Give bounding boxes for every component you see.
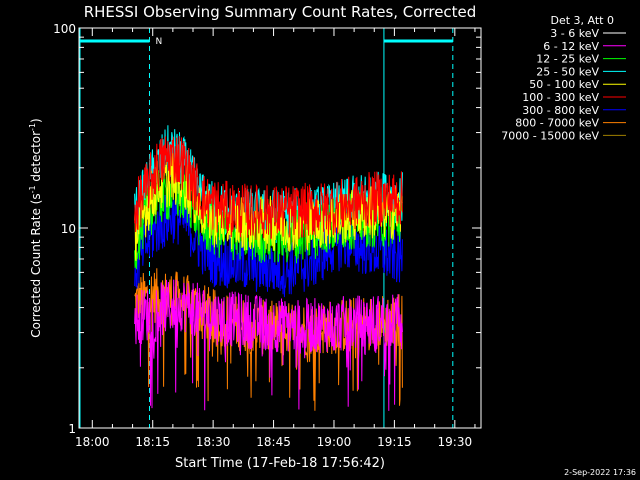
data-layer xyxy=(134,125,403,411)
legend-label: 100 - 300 keV xyxy=(522,91,599,104)
legend-label: 800 - 7000 keV xyxy=(515,117,599,130)
x-axis-label: Start Time (17-Feb-18 17:56:42) xyxy=(175,456,385,471)
series-line xyxy=(134,192,403,298)
night-marker-label: N xyxy=(155,37,162,47)
legend-header: Det 3, Att 0 xyxy=(551,14,615,27)
date-stamp: 2-Sep-2022 17:36 xyxy=(564,468,636,477)
chart-title: RHESSI Observing Summary Count Rates, Co… xyxy=(84,3,477,21)
y-axis-label: Corrected Count Rate (s-1 detector-1) xyxy=(28,118,43,337)
legend-label: 7000 - 15000 keV xyxy=(501,129,599,142)
legend-label: 6 - 12 keV xyxy=(543,40,599,53)
y-tick-label: 100 xyxy=(53,22,76,36)
x-tick-label: 18:30 xyxy=(196,435,231,449)
y-tick-label: 10 xyxy=(61,222,76,236)
y-tick-label: 1 xyxy=(68,422,76,436)
x-axis: 18:00 18:15 18:30 18:45 19:00 19:15 19:30 xyxy=(75,28,476,449)
legend-label: 3 - 6 keV xyxy=(550,27,599,40)
series-line xyxy=(134,135,403,241)
series-line xyxy=(134,279,403,411)
x-tick-label: 18:45 xyxy=(256,435,291,449)
x-tick-label: 19:15 xyxy=(377,435,412,449)
y-axis: 1 10 100 xyxy=(53,22,481,436)
x-tick-label: 19:00 xyxy=(317,435,352,449)
legend-label: 25 - 50 keV xyxy=(536,65,599,78)
x-tick-label: 18:00 xyxy=(75,435,110,449)
x-tick-label: 19:30 xyxy=(438,435,473,449)
legend-label: 12 - 25 keV xyxy=(536,53,599,66)
legend-label: 50 - 100 keV xyxy=(529,78,599,91)
x-tick-label: 18:15 xyxy=(135,435,170,449)
legend-label: 300 - 800 keV xyxy=(522,104,599,117)
